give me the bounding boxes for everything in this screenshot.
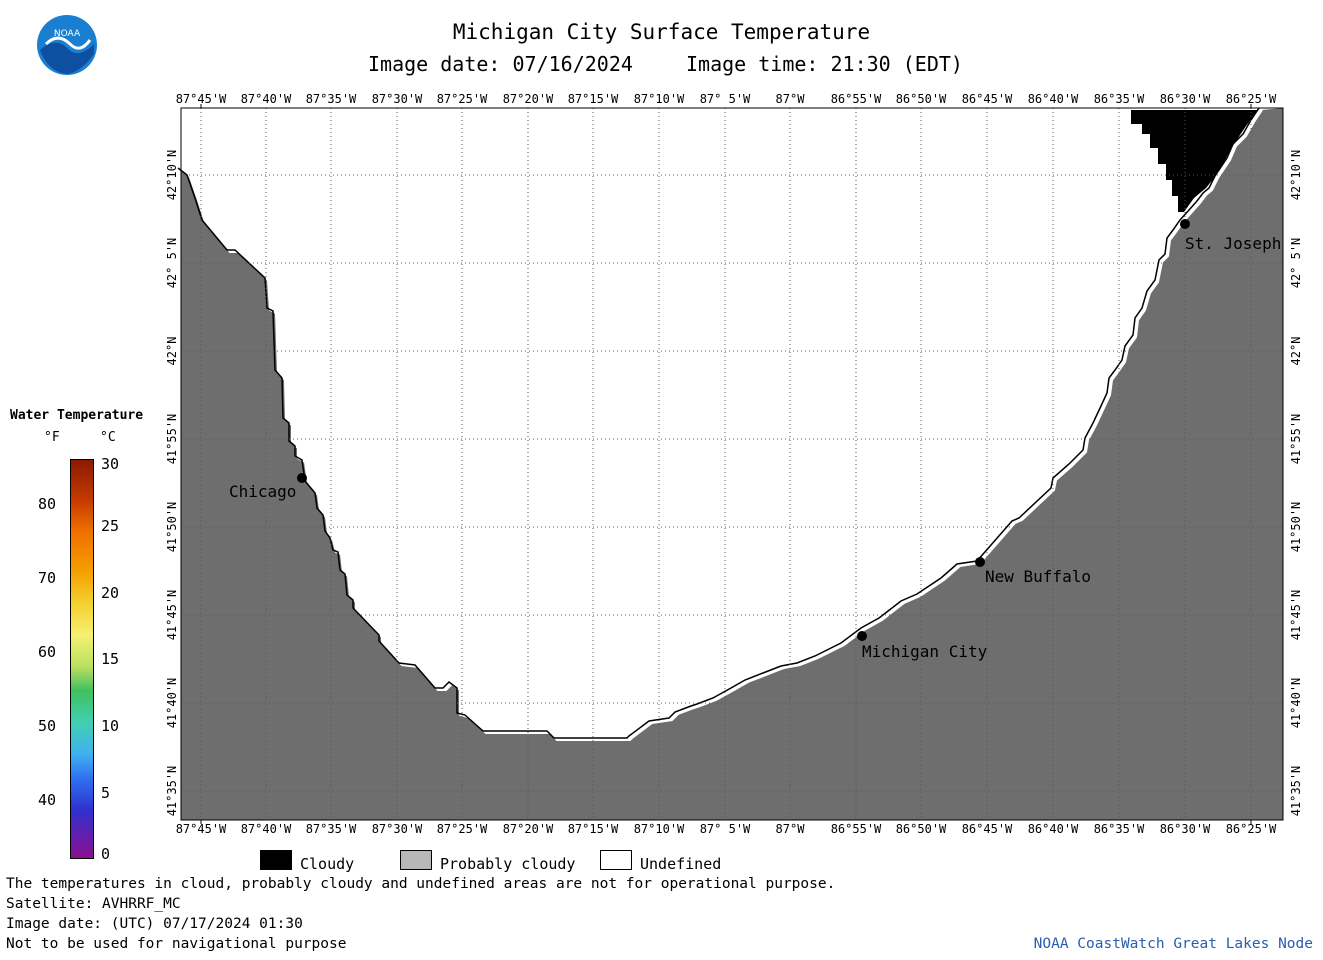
lon-label-bottom: 86°50'W [895, 822, 947, 836]
new-buffalo-marker [975, 557, 985, 567]
lat-label-right: 41°50'N [1289, 501, 1303, 553]
noaa-logo: NOAA [37, 15, 97, 75]
lat-label-right: 41°55'N [1289, 413, 1303, 465]
f-tick: 70 [38, 569, 57, 587]
credit-link[interactable]: NOAA CoastWatch Great Lakes Node [1033, 936, 1313, 952]
land-area [181, 108, 1283, 820]
lat-label-left: 41°40'N [165, 677, 179, 729]
lon-label-top: 86°35'W [1093, 92, 1145, 106]
cloudy-swatch [260, 850, 292, 870]
lon-label-bottom: 87°45'W [175, 822, 227, 836]
lon-label-top: 87° 5'W [699, 92, 751, 106]
lon-label-top: 86°55'W [830, 92, 882, 106]
legend-title: Water Temperature [10, 408, 144, 423]
lon-label-top: 87°40'W [240, 92, 292, 106]
lon-label-bottom: 86°30'W [1159, 822, 1211, 836]
st-joseph-label: St. Joseph [1185, 234, 1282, 253]
lat-label-right: 41°35'N [1289, 765, 1303, 817]
lat-label-right: 41°45'N [1289, 589, 1303, 641]
cloudy-label: Cloudy [300, 855, 355, 873]
lat-label-left: 42°N [165, 336, 179, 366]
lon-label-bottom: 87°20'W [502, 822, 554, 836]
unit-f: °F [44, 430, 60, 445]
lon-label-bottom: 87°15'W [567, 822, 619, 836]
lon-label-top: 87°25'W [436, 92, 488, 106]
lat-label-left: 42°10'N [165, 149, 179, 201]
lon-label-bottom: 86°55'W [830, 822, 882, 836]
f-tick: 50 [38, 717, 57, 735]
lon-label-top: 87°10'W [633, 92, 685, 106]
probably-cloudy-label: Probably cloudy [440, 855, 576, 873]
lat-label-left: 41°50'N [165, 501, 179, 553]
michigan-city-marker [857, 631, 867, 641]
image-date: Image date: 07/16/2024 [368, 52, 633, 76]
f-tick: 40 [38, 791, 57, 809]
satellite-info: Satellite: AVHRRF_MC [6, 896, 181, 912]
lon-label-bottom: 87°W [775, 822, 805, 836]
lat-label-right: 41°40'N [1289, 677, 1303, 729]
color-scale-bar [70, 459, 94, 859]
lon-label-top: 87°W [775, 92, 805, 106]
lon-label-bottom: 86°40'W [1027, 822, 1079, 836]
c-tick: 5 [101, 784, 111, 802]
lat-label-left: 41°55'N [165, 413, 179, 465]
lon-label-top: 87°30'W [371, 92, 423, 106]
navigation-disclaimer: Not to be used for navigational purpose [6, 936, 347, 952]
lon-label-top: 87°35'W [305, 92, 357, 106]
lon-label-bottom: 87°25'W [436, 822, 488, 836]
lon-label-top: 87°45'W [175, 92, 227, 106]
lat-label-left: 41°35'N [165, 765, 179, 817]
lon-label-bottom: 87°35'W [305, 822, 357, 836]
lon-label-top: 86°30'W [1159, 92, 1211, 106]
lon-label-bottom: 86°35'W [1093, 822, 1145, 836]
lon-label-bottom: 87°40'W [240, 822, 292, 836]
lon-label-bottom: 87°10'W [633, 822, 685, 836]
c-tick: 0 [101, 845, 111, 863]
c-tick: 30 [101, 455, 120, 473]
lon-label-bottom: 86°25'W [1225, 822, 1277, 836]
c-tick: 20 [101, 584, 120, 602]
probably-cloudy-swatch [400, 850, 432, 870]
logo-text: NOAA [54, 29, 81, 39]
lon-label-top: 86°40'W [1027, 92, 1079, 106]
map-title: Michigan City Surface Temperature [452, 20, 871, 44]
lat-label-right: 42° 5'N [1289, 237, 1303, 289]
chicago-label: Chicago [229, 482, 297, 501]
st-joseph-marker [1180, 219, 1190, 229]
michigan-city-label: Michigan City [862, 642, 988, 661]
lon-label-top: 86°25'W [1225, 92, 1277, 106]
chicago-marker [297, 473, 307, 483]
unit-c: °C [100, 430, 116, 445]
c-tick: 15 [101, 650, 120, 668]
lon-label-top: 86°45'W [961, 92, 1013, 106]
lat-label-right: 42°10'N [1289, 149, 1303, 201]
lat-label-right: 42°N [1289, 336, 1303, 366]
lon-label-top: 87°15'W [567, 92, 619, 106]
lon-label-bottom: 87°30'W [371, 822, 423, 836]
new-buffalo-label: New Buffalo [985, 567, 1091, 586]
image-date-utc: Image date: (UTC) 07/17/2024 01:30 [6, 916, 303, 932]
f-tick: 60 [38, 643, 57, 661]
c-tick: 25 [101, 517, 120, 535]
f-tick: 80 [38, 495, 57, 513]
lat-label-left: 42° 5'N [165, 237, 179, 289]
lon-label-bottom: 87° 5'W [699, 822, 751, 836]
lat-label-left: 41°45'N [165, 589, 179, 641]
c-tick: 10 [101, 717, 120, 735]
undefined-label: Undefined [640, 855, 722, 873]
image-time: Image time: 21:30 (EDT) [686, 52, 963, 76]
undefined-swatch [600, 850, 632, 870]
lon-label-bottom: 86°45'W [961, 822, 1013, 836]
lon-label-top: 87°20'W [502, 92, 554, 106]
graticule [181, 108, 1283, 820]
lon-label-top: 86°50'W [895, 92, 947, 106]
coastline [180, 109, 1263, 741]
disclaimer-cloud: The temperatures in cloud, probably clou… [6, 876, 836, 892]
cloud-area [1131, 110, 1258, 212]
